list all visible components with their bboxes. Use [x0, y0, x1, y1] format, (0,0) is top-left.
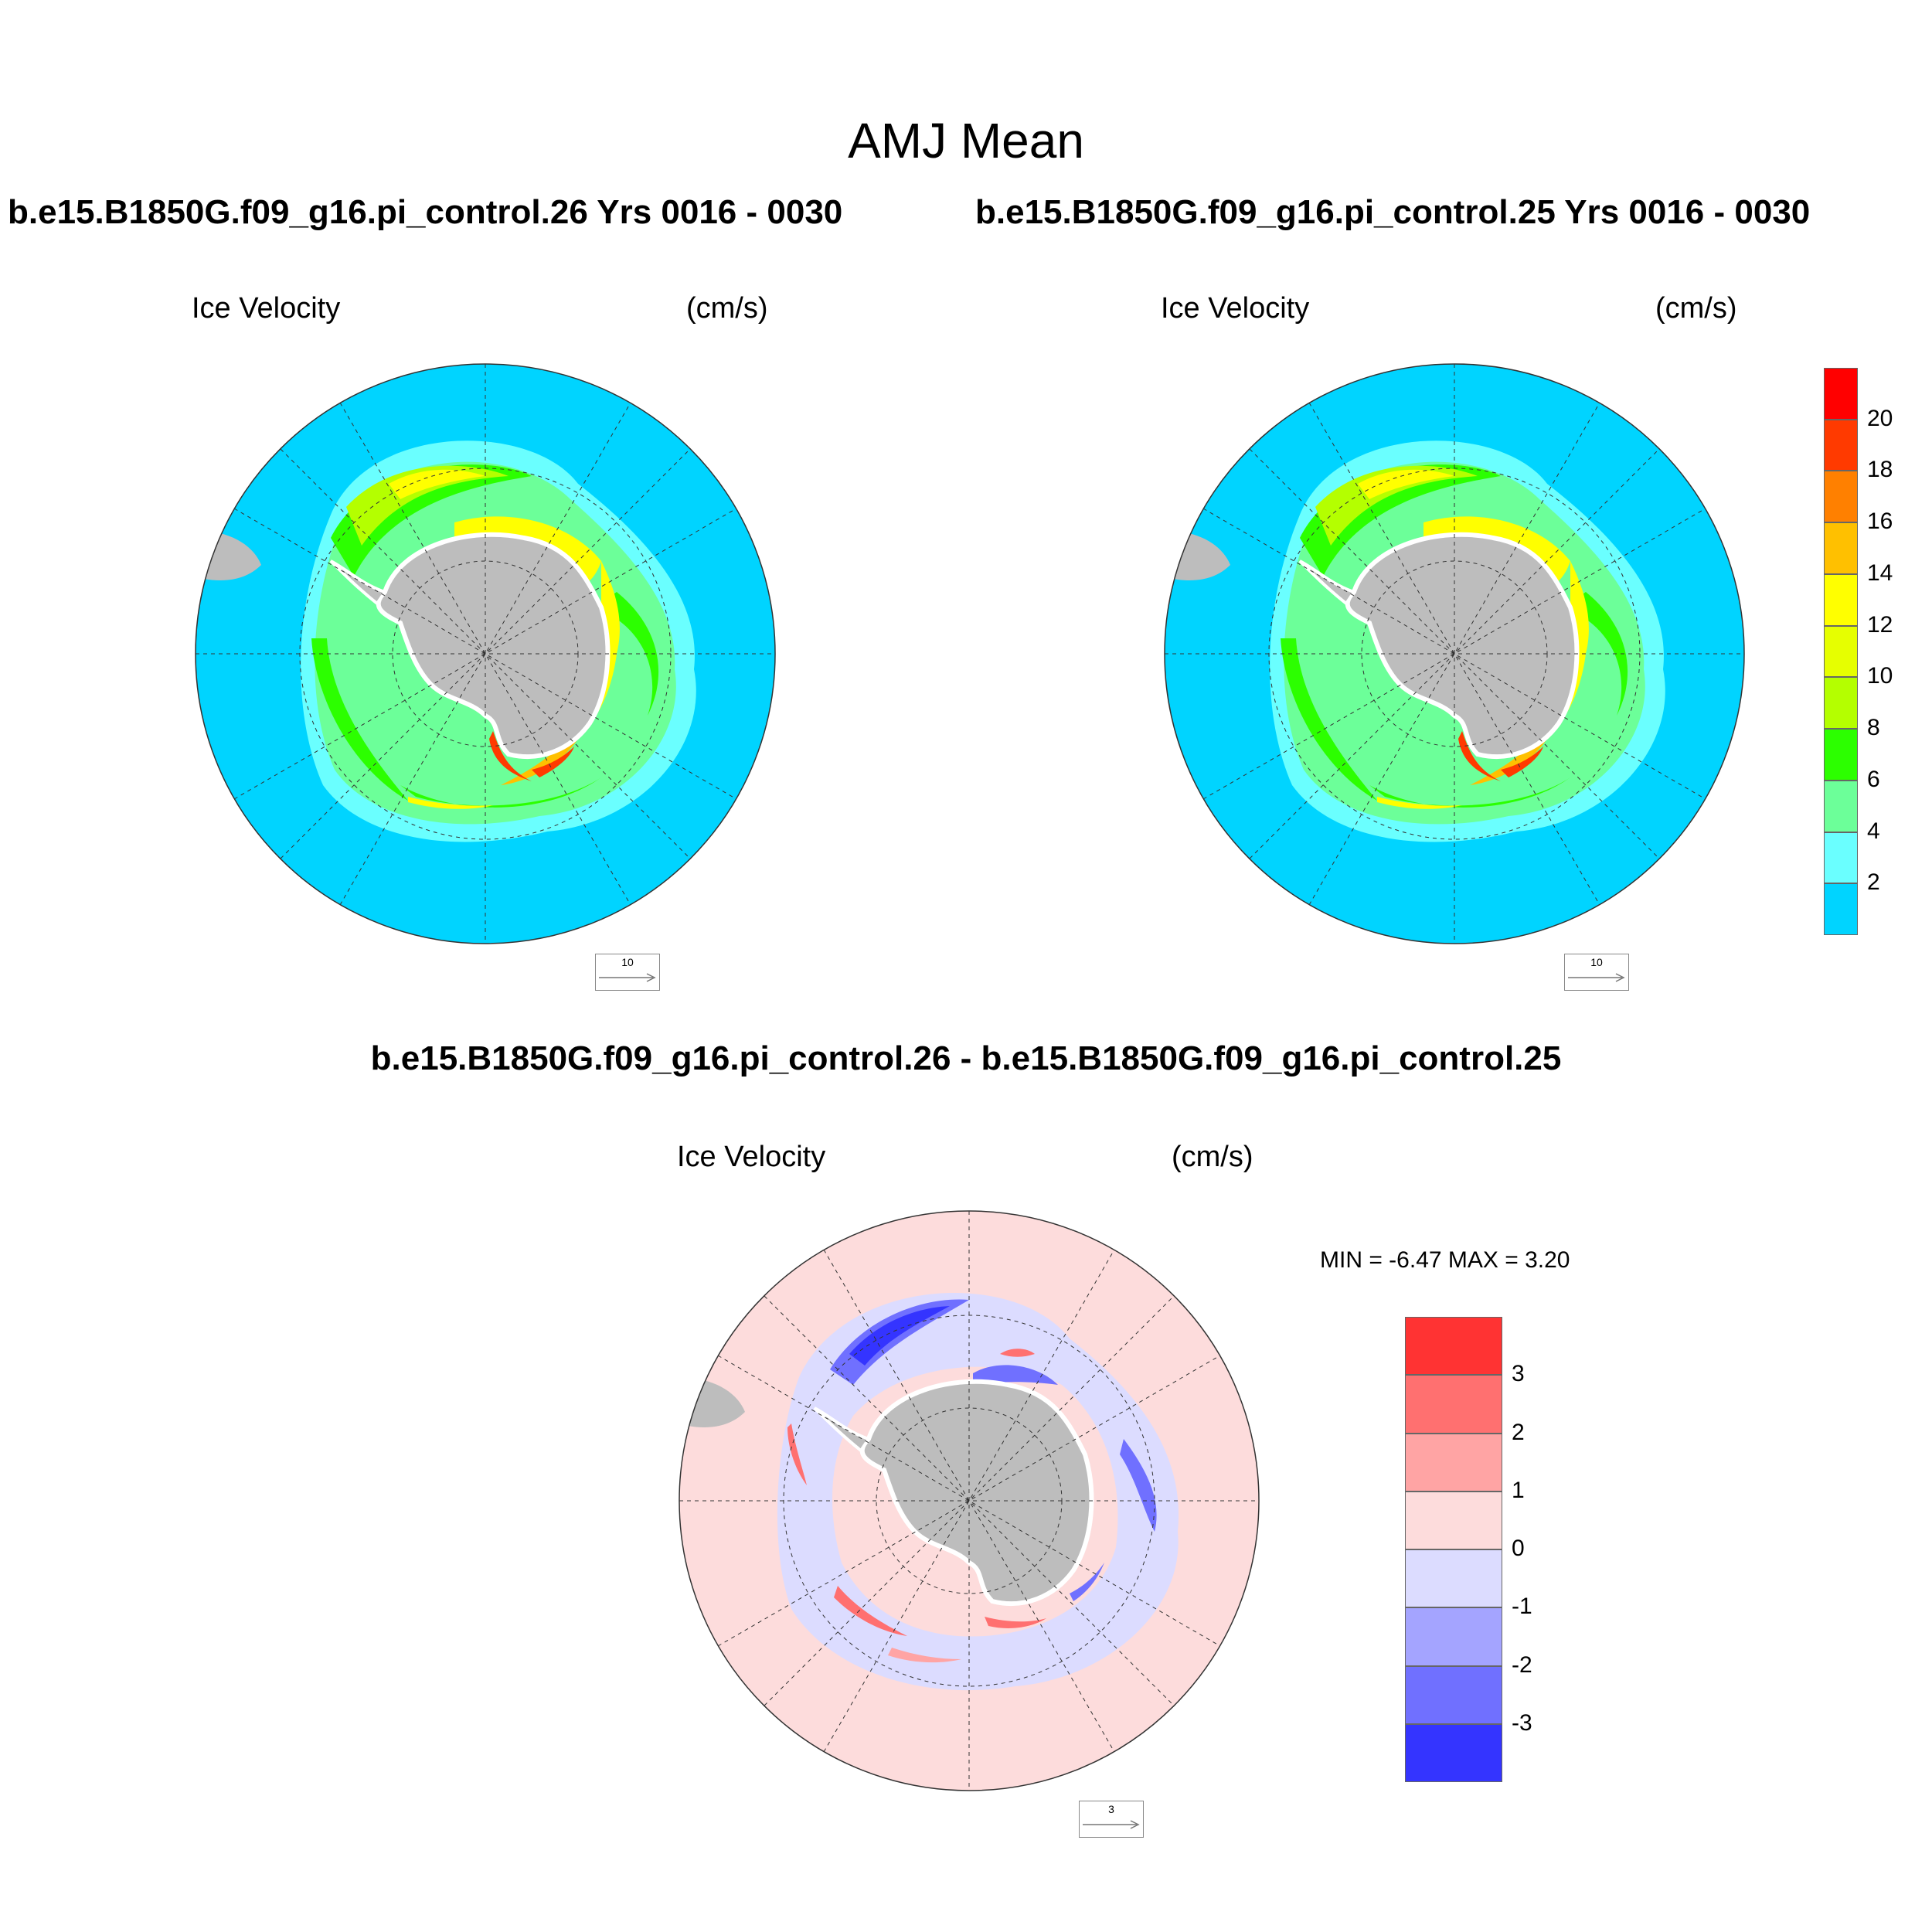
- velocity-map-case25: [1164, 363, 1745, 944]
- panel-left-case-title: b.e15.B1850G.f09_g16.pi_control.26 Yrs 0…: [8, 193, 843, 231]
- difference-colorbar-swatch: [1405, 1665, 1502, 1724]
- velocity-colorbar-label: 14: [1867, 560, 1893, 586]
- difference-colorbar-swatch: [1405, 1375, 1502, 1434]
- difference-colorbar-swatch: [1405, 1433, 1502, 1492]
- velocity-colorbar-label: 8: [1867, 715, 1880, 741]
- velocity-colorbar-label: 6: [1867, 766, 1880, 792]
- velocity-colorbar-swatch: [1824, 780, 1858, 832]
- velocity-colorbar-swatch: [1824, 729, 1858, 781]
- difference-colorbar-label: 1: [1512, 1477, 1525, 1503]
- velocity-colorbar-label: 4: [1867, 818, 1880, 844]
- difference-colorbar-swatch: [1405, 1549, 1502, 1608]
- velocity-colorbar-label: 10: [1867, 663, 1893, 689]
- difference-colorbar-swatch: [1405, 1607, 1502, 1666]
- velocity-colorbar-swatch: [1824, 573, 1858, 626]
- velocity-colorbar-label: 2: [1867, 869, 1880, 896]
- velocity-colorbar-label: 12: [1867, 611, 1893, 638]
- reference-vector-value: 3: [1108, 1803, 1114, 1815]
- panel-left-field-label: Ice Velocity: [192, 292, 341, 325]
- velocity-colorbar-swatch: [1824, 368, 1858, 420]
- velocity-difference-map: [679, 1210, 1260, 1791]
- reference-arrow-icon: [599, 973, 656, 982]
- difference-colorbar-label: -3: [1512, 1709, 1532, 1736]
- difference-title: b.e15.B1850G.f09_g16.pi_control.26 - b.e…: [370, 1039, 1562, 1077]
- reference-vector-case26: 10: [595, 954, 660, 991]
- difference-colorbar-label: 0: [1512, 1536, 1525, 1561]
- reference-arrow-icon: [1083, 1820, 1140, 1829]
- difference-colorbar-label: -1: [1512, 1594, 1532, 1620]
- panel-right-units-label: (cm/s): [1655, 292, 1737, 325]
- difference-min-max: MIN = -6.47 MAX = 3.20: [1320, 1247, 1570, 1273]
- difference-colorbar-swatch: [1405, 1317, 1502, 1376]
- reference-vector-value: 10: [1590, 956, 1603, 968]
- difference-colorbar-label: -2: [1512, 1651, 1532, 1678]
- difference-field-label: Ice Velocity: [677, 1141, 826, 1173]
- velocity-colorbar: 20 18 16 14 12 10 8 6 4 2: [1824, 368, 1917, 935]
- reference-arrow-icon: [1568, 973, 1625, 982]
- reference-vector-case25: 10: [1564, 954, 1629, 991]
- velocity-colorbar-swatch: [1824, 522, 1858, 574]
- velocity-colorbar-label: 16: [1867, 509, 1893, 535]
- panel-right-field-label: Ice Velocity: [1161, 292, 1310, 325]
- difference-colorbar-label: 2: [1512, 1419, 1525, 1445]
- velocity-colorbar-label: 20: [1867, 405, 1893, 431]
- velocity-colorbar-swatch: [1824, 677, 1858, 730]
- difference-units-label: (cm/s): [1172, 1141, 1253, 1173]
- velocity-colorbar-swatch: [1824, 883, 1858, 935]
- difference-colorbar-label: 3: [1512, 1361, 1525, 1387]
- main-title: AMJ Mean: [848, 113, 1084, 168]
- panel-left-units-label: (cm/s): [686, 292, 768, 325]
- reference-vector-difference: 3: [1079, 1801, 1144, 1838]
- velocity-colorbar-swatch: [1824, 625, 1858, 678]
- difference-colorbar-swatch: [1405, 1491, 1502, 1549]
- velocity-map-case26: [195, 363, 776, 944]
- panel-right-case-title: b.e15.B1850G.f09_g16.pi_control.25 Yrs 0…: [975, 193, 1811, 231]
- velocity-colorbar-label: 18: [1867, 457, 1893, 483]
- velocity-colorbar-swatch: [1824, 419, 1858, 471]
- difference-colorbar-swatch: [1405, 1723, 1502, 1782]
- velocity-colorbar-swatch: [1824, 832, 1858, 884]
- reference-vector-value: 10: [621, 956, 634, 968]
- velocity-colorbar-swatch: [1824, 471, 1858, 523]
- difference-colorbar: 3 2 1 0 -1 -2 -3: [1405, 1317, 1532, 1782]
